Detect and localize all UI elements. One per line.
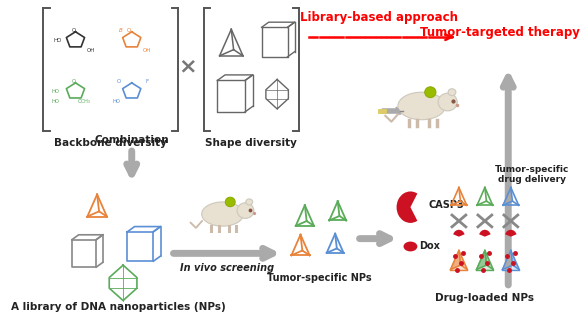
Polygon shape — [502, 250, 519, 270]
Text: Tumor-targeted therapy: Tumor-targeted therapy — [420, 26, 579, 39]
Text: In vivo screening: In vivo screening — [180, 263, 274, 273]
Wedge shape — [479, 230, 491, 237]
Wedge shape — [453, 230, 464, 237]
Text: Combination: Combination — [95, 135, 169, 145]
Polygon shape — [477, 250, 487, 270]
Wedge shape — [505, 230, 517, 237]
Text: Shape diversity: Shape diversity — [205, 138, 297, 148]
Polygon shape — [511, 250, 519, 270]
Text: Tumor-specific NPs: Tumor-specific NPs — [267, 273, 372, 283]
Text: OCH₃: OCH₃ — [77, 99, 90, 104]
Ellipse shape — [225, 197, 235, 207]
Text: Dox: Dox — [419, 241, 440, 251]
Text: HO: HO — [52, 89, 59, 94]
Ellipse shape — [403, 242, 417, 251]
Ellipse shape — [237, 203, 254, 218]
Text: HO: HO — [112, 99, 120, 104]
Ellipse shape — [438, 93, 457, 111]
Ellipse shape — [202, 202, 244, 226]
Text: Drug-loaded NPs: Drug-loaded NPs — [436, 293, 534, 303]
Text: A library of DNA nanoparticles (NPs): A library of DNA nanoparticles (NPs) — [11, 302, 226, 312]
Text: HO: HO — [53, 38, 62, 43]
Text: Backbone diversity: Backbone diversity — [53, 138, 167, 148]
Text: OH: OH — [143, 48, 151, 53]
Ellipse shape — [246, 199, 252, 205]
Text: CASP3: CASP3 — [429, 200, 464, 210]
Polygon shape — [477, 250, 493, 270]
Ellipse shape — [425, 87, 436, 98]
Ellipse shape — [448, 89, 456, 96]
Text: O: O — [127, 28, 131, 33]
Text: F: F — [146, 79, 149, 84]
Text: O: O — [72, 28, 76, 33]
Text: B: B — [119, 28, 122, 33]
Text: O: O — [72, 79, 76, 84]
Wedge shape — [397, 191, 417, 223]
Polygon shape — [485, 250, 493, 270]
Text: Tumor-specific
drug delivery: Tumor-specific drug delivery — [495, 165, 569, 185]
Polygon shape — [450, 250, 461, 270]
Text: O: O — [117, 79, 121, 84]
Ellipse shape — [398, 92, 446, 120]
Text: ×: × — [178, 56, 197, 77]
Polygon shape — [450, 250, 467, 270]
Text: HO: HO — [52, 99, 59, 104]
Text: OH: OH — [87, 48, 95, 53]
Polygon shape — [459, 250, 467, 270]
Text: Library-based approach: Library-based approach — [301, 12, 458, 24]
Polygon shape — [502, 250, 512, 270]
